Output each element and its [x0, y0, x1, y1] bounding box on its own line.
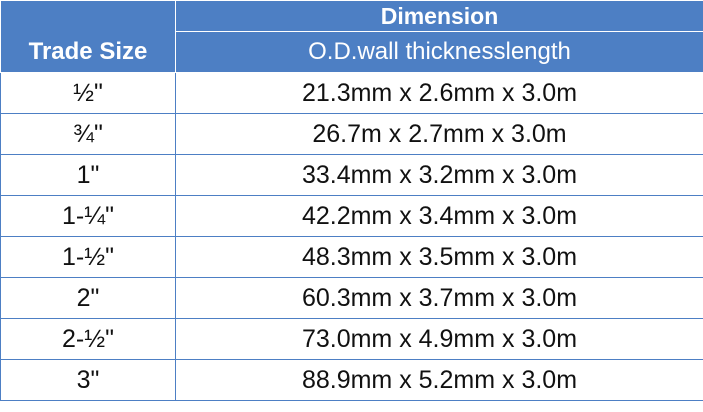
table-row: 2-½" 73.0mm x 4.9mm x 3.0m — [0, 318, 703, 360]
trade-size-header: Trade Size — [0, 0, 176, 73]
table-row: 3" 88.9mm x 5.2mm x 3.0m — [0, 359, 703, 401]
dimension-cell: 48.3mm x 3.5mm x 3.0m — [175, 236, 703, 278]
subheader-row: O.D.wall thicknesslength — [1, 31, 703, 73]
table-row: ½" 21.3mm x 2.6mm x 3.0m — [0, 72, 703, 114]
dimension-cell: 33.4mm x 3.2mm x 3.0m — [175, 154, 703, 196]
dimension-cell: 60.3mm x 3.7mm x 3.0m — [175, 277, 703, 319]
table-row: 1-½" 48.3mm x 3.5mm x 3.0m — [0, 236, 703, 278]
trade-size-cell: 3" — [0, 359, 176, 401]
trade-size-cell: 2-½" — [0, 318, 176, 360]
trade-size-cell: 1-¼" — [0, 195, 176, 237]
dimension-cell: 73.0mm x 4.9mm x 3.0m — [175, 318, 703, 360]
table-row: 2" 60.3mm x 3.7mm x 3.0m — [0, 277, 703, 319]
table-row: ¾" 26.7m x 2.7mm x 3.0m — [0, 113, 703, 155]
dimension-header: Dimension — [175, 0, 703, 32]
trade-size-cell: 1-½" — [0, 236, 176, 278]
table-row: 1" 33.4mm x 3.2mm x 3.0m — [0, 154, 703, 196]
header-row: Trade Size Dimension — [0, 0, 703, 73]
trade-size-cell: 2" — [0, 277, 176, 319]
trade-size-cell: ½" — [0, 72, 176, 114]
dimension-cell: 21.3mm x 2.6mm x 3.0m — [175, 72, 703, 114]
dimension-cell: 26.7m x 2.7mm x 3.0m — [175, 113, 703, 155]
dimension-cell: 42.2mm x 3.4mm x 3.0m — [175, 195, 703, 237]
trade-size-cell: ¾" — [0, 113, 176, 155]
trade-size-cell: 1" — [0, 154, 176, 196]
dimension-cell: 88.9mm x 5.2mm x 3.0m — [175, 359, 703, 401]
table-row: 1-¼" 42.2mm x 3.4mm x 3.0m — [0, 195, 703, 237]
pipe-dimension-table: Trade Size Dimension O.D.wall thicknessl… — [0, 0, 703, 401]
dimension-subheader: O.D.wall thicknesslength — [175, 31, 703, 73]
